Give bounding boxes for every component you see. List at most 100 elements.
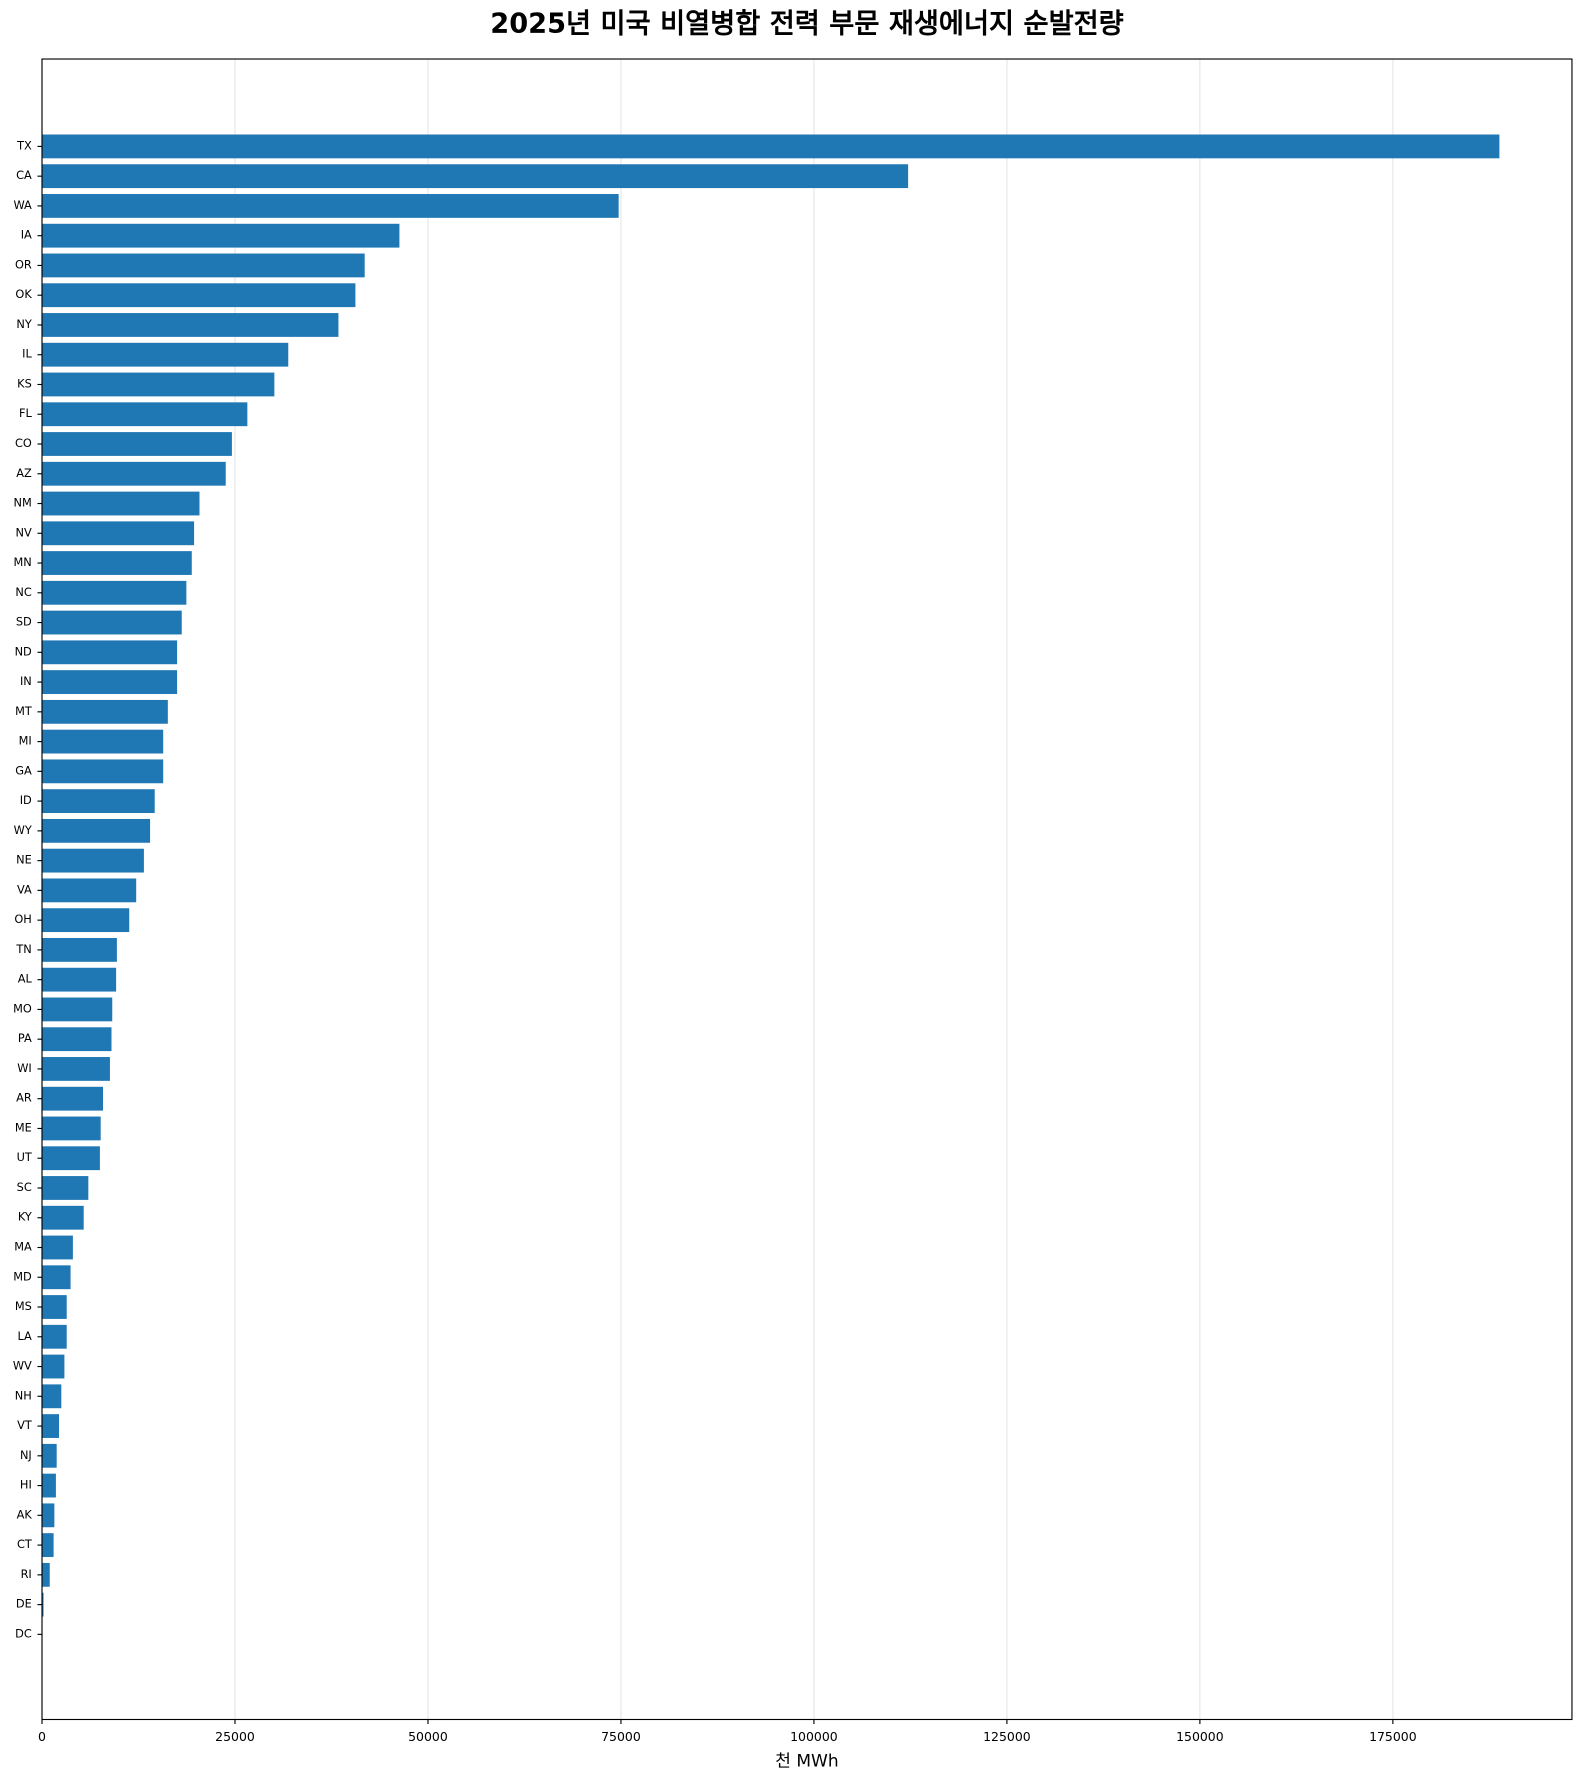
y-tick-label: AZ: [16, 466, 32, 480]
y-tick-label: WI: [17, 1061, 32, 1075]
bar: [42, 1562, 50, 1587]
bar: [42, 432, 232, 456]
bar: [42, 1265, 71, 1290]
bar: [42, 789, 155, 814]
bar: [42, 1116, 101, 1141]
bar: [42, 342, 289, 367]
bar: [42, 223, 400, 248]
y-tick-label: CT: [17, 1537, 32, 1551]
bar: [42, 670, 178, 694]
y-tick-label: KS: [17, 376, 32, 390]
y-tick-label: AR: [16, 1091, 32, 1105]
y-tick-label: HI: [20, 1478, 32, 1492]
y-tick-label: SC: [17, 1180, 32, 1194]
x-tick-label: 75000: [601, 1729, 641, 1744]
bar: [42, 878, 137, 903]
x-axis-label: 천 MWh: [775, 1751, 838, 1771]
y-tick-label: FL: [19, 406, 33, 420]
y-tick-label: NJ: [20, 1448, 32, 1462]
bar: [42, 640, 178, 665]
y-tick-label: RI: [21, 1567, 32, 1581]
y-tick-label: WA: [13, 198, 32, 212]
y-tick-label: MS: [15, 1299, 32, 1313]
y-tick-label: OR: [15, 257, 32, 271]
bar: [42, 194, 619, 218]
x-tick-label: 25000: [215, 1729, 255, 1744]
bar: [42, 313, 339, 337]
y-tick-label: MT: [15, 704, 32, 718]
y-tick-label: UT: [17, 1150, 32, 1164]
y-tick-label: ID: [20, 793, 32, 807]
bar: [42, 1086, 103, 1111]
x-tick-label: 50000: [408, 1729, 448, 1744]
y-tick-label: NY: [16, 317, 31, 331]
y-tick-label: NH: [15, 1388, 32, 1402]
bar: [42, 1235, 73, 1260]
bar: [42, 1176, 89, 1200]
bar: [42, 1295, 67, 1319]
y-tick-label: IA: [21, 228, 32, 242]
bar: [42, 1384, 62, 1409]
bar: [42, 1533, 54, 1557]
y-tick-label: NE: [16, 853, 32, 867]
y-tick-label: ND: [15, 644, 32, 658]
bar: [42, 372, 275, 397]
bar: [42, 1503, 55, 1528]
chart-title: 2025년 미국 비열병합 전력 부문 재생에너지 순발전량: [490, 8, 1123, 39]
bar: [42, 253, 365, 278]
bar: [42, 1443, 57, 1468]
bar: [42, 164, 909, 189]
bar: [42, 1027, 112, 1052]
x-tick-label: 175000: [1369, 1729, 1417, 1744]
y-tick-label: OK: [15, 287, 32, 301]
y-tick-label: NM: [14, 496, 32, 510]
x-tick-label: 150000: [1176, 1729, 1224, 1744]
y-tick-label: MI: [19, 734, 32, 748]
bar: [42, 1205, 84, 1230]
y-tick-label: KY: [18, 1210, 32, 1224]
y-tick-label: DC: [15, 1626, 32, 1640]
bar: [42, 1354, 65, 1379]
y-tick-label: VT: [17, 1418, 32, 1432]
y-tick-label: MO: [13, 1001, 32, 1015]
y-tick-label: PA: [18, 1031, 32, 1045]
x-tick-label: 0: [38, 1729, 46, 1744]
y-tick-label: IN: [20, 674, 32, 688]
bar: [42, 1414, 59, 1438]
bar: [42, 848, 144, 873]
bar: [42, 1057, 110, 1081]
y-tick-label: TX: [16, 138, 32, 152]
y-tick-label: ME: [15, 1120, 32, 1134]
bar: [42, 759, 164, 784]
y-tick-label: CA: [16, 168, 32, 182]
y-tick-label: WV: [13, 1359, 32, 1373]
y-tick-label: CO: [15, 436, 32, 450]
y-tick-label: TN: [15, 942, 31, 956]
bar: [42, 818, 151, 843]
y-tick-label: MD: [13, 1269, 32, 1283]
bar: [42, 580, 187, 605]
y-tick-label: OH: [14, 912, 31, 926]
y-tick-label: AK: [17, 1507, 33, 1521]
y-tick-label: MN: [14, 555, 32, 569]
bar: [42, 283, 356, 308]
y-tick-label: IL: [22, 347, 32, 361]
bar: [42, 134, 1500, 159]
y-tick-label: GA: [15, 763, 32, 777]
bar: [42, 402, 248, 427]
bar: [42, 461, 226, 486]
x-tick-label: 125000: [983, 1729, 1031, 1744]
y-tick-label: WY: [14, 823, 32, 837]
plot-frame: [41, 58, 1573, 1721]
bar: [42, 1324, 67, 1349]
x-tick-label: 100000: [790, 1729, 838, 1744]
y-tick-label: DE: [16, 1597, 32, 1611]
y-tick-label: NV: [16, 525, 32, 539]
bar: [42, 908, 130, 933]
y-tick-label: LA: [17, 1329, 32, 1343]
y-tick-label: AL: [18, 972, 33, 986]
bar: [42, 967, 117, 992]
bar: [42, 551, 192, 575]
